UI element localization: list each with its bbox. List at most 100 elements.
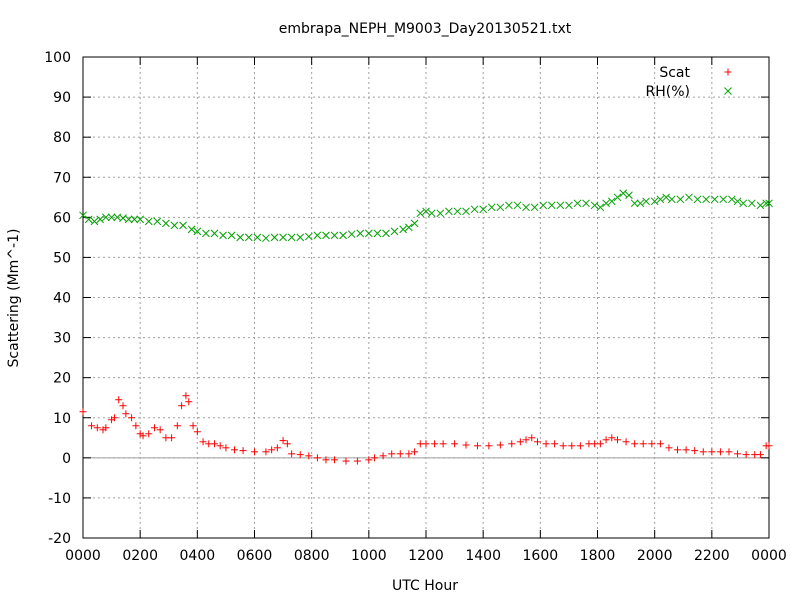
scat-point [756,451,764,459]
rh-point [656,195,665,204]
scat-point [268,446,276,454]
scat-point [576,442,584,450]
y-axis-label: Scattering (Mm^-1) [6,229,22,368]
rh-point [685,193,693,202]
rh-point [356,229,365,238]
y-tick-label: 70 [53,170,71,186]
x-tick-label: 0600 [237,548,273,564]
scat-point [296,451,304,459]
scat-point [379,452,387,460]
scat-point [462,441,470,449]
x-tick-label: 0800 [294,548,330,564]
scat-point [451,440,459,448]
rh-point [144,217,153,226]
rh-point [630,199,639,208]
legend-label-rh: RH(%) [646,84,690,100]
x-tick-label: 1400 [465,548,501,564]
scat-point [342,457,350,465]
rh-point [296,233,305,242]
scat-point [193,428,201,436]
rh-point [170,221,179,230]
scat-point [405,450,413,458]
rh-point [462,207,470,216]
rh-point [96,215,105,224]
scat-point [122,410,130,418]
rh-point [756,201,765,210]
scat-point [102,424,110,432]
rh-point [404,223,413,232]
scat-point [596,440,604,448]
scat-point [132,422,140,430]
scat-point [508,440,516,448]
scat-point [222,444,230,452]
rh-point [602,199,610,208]
rh-point [636,199,645,208]
scat-point [88,422,96,430]
rh-point [304,232,313,241]
rh-point [187,225,196,234]
rh-point [236,233,245,242]
rh-point [607,197,616,206]
x-tick-label: 0200 [122,548,158,564]
scat-point [139,432,147,440]
rh-point [339,231,347,240]
rh-point [445,207,453,216]
rh-point [747,199,756,208]
rh-point [522,203,530,212]
scat-point [528,434,536,442]
scat-point [674,446,682,454]
scat-point [648,440,656,448]
rh-point [202,229,210,238]
y-tick-label: 60 [53,210,71,226]
scat-point [396,450,404,458]
scat-point [542,440,550,448]
scat-point [365,456,373,464]
x-tick-label: 1800 [580,548,616,564]
rh-point [547,201,556,210]
rh-point [702,195,710,204]
legend-marker-rh [724,87,732,95]
scat-point [485,442,493,450]
scat-point [622,438,630,446]
rh-point [573,199,582,208]
rh-point [427,209,436,218]
rh-point [162,219,170,228]
scat-point [602,436,610,444]
scat-point [119,402,127,410]
x-tick-label: 2000 [637,548,673,564]
scat-point [283,440,291,448]
scat-point [173,422,181,430]
rh-point [470,205,479,214]
rh-point [479,205,488,214]
scat-point [708,448,716,456]
scat-point [682,446,690,454]
rh-point [102,213,110,222]
rh-point [733,197,742,206]
rh-point [399,225,407,234]
scat-point [699,448,707,456]
scat-point [305,452,313,460]
scat-point [765,442,773,450]
scat-point [656,440,664,448]
rh-point [596,203,605,212]
plot-frame [82,56,770,539]
rh-point [727,195,736,204]
rh-point [244,233,253,242]
scat-point [182,392,190,400]
scat-point [251,448,258,456]
scat-point [631,440,639,448]
rh-point [530,203,539,212]
x-tick-label: 1200 [408,548,444,564]
rh-point [313,231,322,240]
x-tick-label: 1000 [351,548,387,564]
rh-point [347,230,356,239]
rh-point [642,197,650,206]
rh-point [130,215,139,224]
scat-point [230,446,238,454]
rh-point [270,233,279,242]
y-tick-label: 10 [53,411,71,427]
scat-point [533,438,541,446]
x-axis-label: UTC Hour [392,578,458,594]
rh-point [422,207,430,216]
